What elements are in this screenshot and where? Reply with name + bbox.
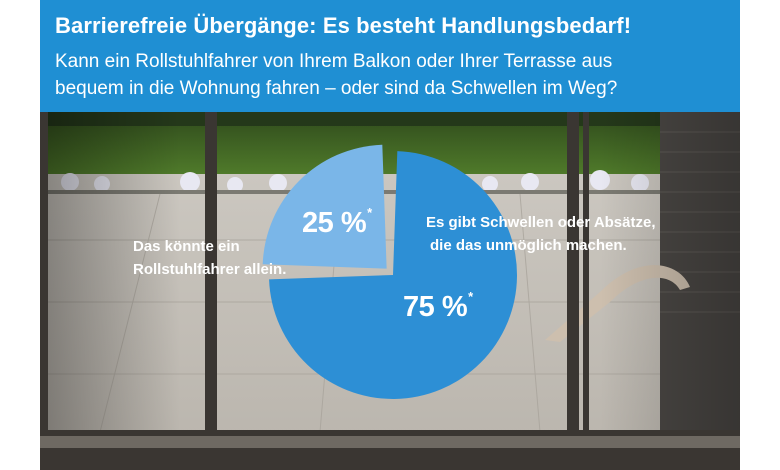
slice-description-25-line-1: Das könnte ein: [133, 238, 240, 255]
subheadline: Kann ein Rollstuhlfahrer von Ihrem Balko…: [55, 48, 735, 102]
footnote-marker-25: *: [367, 205, 372, 220]
slice-value-label-75: 75 %*: [403, 289, 473, 324]
slice-description-75-line-2: die das unmöglich machen.: [430, 237, 627, 254]
pie-slice-75: [269, 151, 517, 399]
slice-description-25: Das könnte ein Rollstuhlfahrer allein.: [133, 235, 286, 281]
pie-slice-25: [262, 144, 387, 269]
slice-description-25-line-2: Rollstuhlfahrer allein.: [133, 261, 287, 278]
slice-description-75-line-1: Es gibt Schwellen oder Absätze,: [426, 214, 656, 231]
subheadline-line-1: Kann ein Rollstuhlfahrer von Ihrem Balko…: [55, 51, 613, 72]
slice-description-75: Es gibt Schwellen oder Absätze, die das …: [426, 211, 656, 257]
slice-value-text-25: 25 %: [302, 207, 367, 239]
headline: Barrierefreie Übergänge: Es besteht Hand…: [55, 13, 632, 38]
subheadline-line-2: bequem in die Wohnung fahren – oder sind…: [55, 78, 618, 99]
slice-value-label-25: 25 %*: [302, 205, 372, 240]
slice-value-text-75: 75 %: [403, 291, 468, 323]
footnote-marker-75: *: [468, 289, 473, 304]
header-banner: Barrierefreie Übergänge: Es besteht Hand…: [40, 0, 740, 112]
